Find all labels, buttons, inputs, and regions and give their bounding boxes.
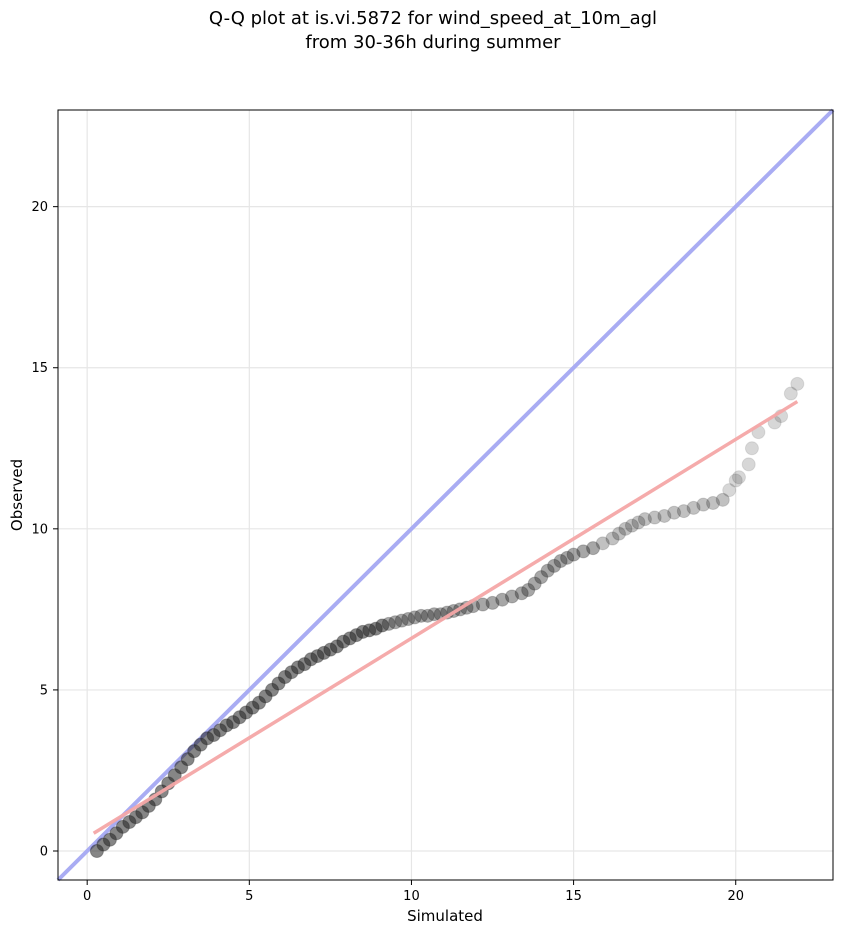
data-point xyxy=(728,473,743,488)
data-point xyxy=(381,616,396,631)
data-point xyxy=(514,586,529,601)
data-point xyxy=(741,457,756,472)
data-point xyxy=(420,608,435,623)
y-tick-label: 5 xyxy=(40,683,48,698)
x-tick-label: 20 xyxy=(727,889,744,904)
data-point xyxy=(485,595,500,610)
data-point xyxy=(631,515,646,530)
y-axis-ticks: 0 5 10 15 20 xyxy=(31,200,58,860)
data-point xyxy=(504,589,519,604)
data-point xyxy=(401,612,416,627)
data-point xyxy=(790,376,805,391)
data-point xyxy=(618,521,633,536)
data-point xyxy=(495,592,510,607)
data-point xyxy=(744,441,759,456)
fit-line xyxy=(92,400,799,835)
data-point xyxy=(706,496,721,511)
data-point xyxy=(553,554,568,569)
chart-subtitle: from 30-36h during summer xyxy=(305,32,561,53)
data-point xyxy=(676,504,691,519)
data-point xyxy=(647,510,662,525)
data-point xyxy=(475,597,490,612)
data-point xyxy=(407,610,422,625)
data-point xyxy=(586,541,601,556)
data-point xyxy=(547,558,562,573)
data-point xyxy=(624,518,639,533)
identity-line xyxy=(56,108,835,882)
x-tick-label: 0 xyxy=(83,889,91,904)
scatter-points xyxy=(89,376,805,859)
data-point xyxy=(375,618,390,633)
reference-lines xyxy=(56,108,835,882)
data-point xyxy=(657,508,672,523)
data-point xyxy=(605,531,620,546)
grid xyxy=(58,110,833,880)
x-axis-ticks: 0 5 10 15 20 xyxy=(83,880,744,904)
y-tick-label: 10 xyxy=(31,522,48,537)
data-point xyxy=(611,526,626,541)
data-point xyxy=(595,536,610,551)
data-point xyxy=(540,563,555,578)
data-point xyxy=(427,607,442,622)
data-point xyxy=(566,547,581,562)
data-point xyxy=(686,500,701,515)
y-tick-label: 15 xyxy=(31,361,48,376)
data-point xyxy=(534,570,549,585)
chart-title: Q-Q plot at is.vi.5872 for wind_speed_at… xyxy=(209,8,657,29)
y-axis-label: Observed xyxy=(8,459,26,531)
plot-frame xyxy=(57,109,834,881)
y-tick-label: 20 xyxy=(31,200,48,215)
x-axis-label: Simulated xyxy=(407,907,483,925)
data-point xyxy=(722,483,737,498)
data-point xyxy=(731,470,746,485)
data-point xyxy=(576,544,591,559)
x-tick-label: 10 xyxy=(403,889,420,904)
y-tick-label: 0 xyxy=(40,845,48,860)
data-point xyxy=(560,550,575,565)
data-point xyxy=(783,386,798,401)
data-point xyxy=(388,615,403,630)
data-point xyxy=(715,492,730,507)
data-point xyxy=(394,613,409,628)
x-tick-label: 15 xyxy=(565,889,582,904)
data-point xyxy=(521,583,536,598)
data-point xyxy=(667,505,682,520)
data-point xyxy=(527,576,542,591)
x-tick-label: 5 xyxy=(245,889,253,904)
data-point xyxy=(696,497,711,512)
data-point xyxy=(637,512,652,527)
data-point xyxy=(414,608,429,623)
